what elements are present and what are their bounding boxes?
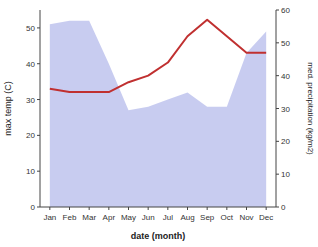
- x-tick-label: Aug: [180, 213, 194, 222]
- y2-tick: [276, 42, 279, 43]
- x-tick: [207, 207, 208, 210]
- y2-tick: [276, 174, 279, 175]
- x-tick-label: Dec: [259, 213, 273, 222]
- x-tick: [266, 207, 267, 210]
- x-tick-label: Feb: [63, 213, 77, 222]
- x-tick: [49, 207, 50, 210]
- y2-tick: [276, 207, 279, 208]
- temperature-line: [50, 20, 266, 92]
- y2-tick: [276, 108, 279, 109]
- y2-tick: [276, 75, 279, 76]
- y2-tick-label: 50: [281, 39, 290, 48]
- x-tick: [246, 207, 247, 210]
- precipitation-area: [50, 21, 266, 207]
- x-tick-label: Sep: [200, 213, 215, 222]
- x-tick-label: Jun: [142, 213, 155, 222]
- x-tick-label: Jul: [163, 213, 173, 222]
- y2-tick-label: 60: [281, 6, 290, 15]
- y-tick: [37, 171, 40, 172]
- y2-tick: [276, 141, 279, 142]
- y2-tick: [276, 10, 279, 11]
- x-axis-title: date (month): [131, 231, 186, 241]
- y-tick: [37, 99, 40, 100]
- y-tick-label: 50: [26, 24, 35, 33]
- y-tick: [37, 207, 40, 208]
- y2-tick-label: 20: [281, 137, 290, 146]
- y-axis-title: max temp (C): [3, 81, 13, 136]
- background: [0, 0, 318, 247]
- y-tick-label: 20: [26, 131, 35, 140]
- y2-tick-label: 30: [281, 105, 290, 114]
- x-tick-label: Oct: [221, 213, 234, 222]
- y-axis-line: [40, 10, 41, 207]
- x-axis-line: [40, 207, 276, 208]
- x-tick: [226, 207, 227, 210]
- x-tick-label: May: [121, 213, 136, 222]
- y-tick: [37, 27, 40, 28]
- y2-tick-label: 0: [281, 203, 286, 212]
- y2-tick-label: 40: [281, 72, 290, 81]
- x-tick-label: Nov: [239, 213, 253, 222]
- y-tick-label: 40: [26, 60, 35, 69]
- y-tick-label: 0: [31, 203, 36, 212]
- plot-area: [50, 20, 266, 207]
- y-tick-label: 10: [26, 167, 35, 176]
- x-tick: [128, 207, 129, 210]
- x-tick: [108, 207, 109, 210]
- y-tick: [37, 135, 40, 136]
- y-tick-label: 30: [26, 96, 35, 105]
- x-tick-label: Mar: [82, 213, 96, 222]
- x-tick: [187, 207, 188, 210]
- y2-axis-title: med. precipitation (kg/m2): [306, 62, 315, 155]
- x-tick-label: Jan: [43, 213, 56, 222]
- x-tick: [148, 207, 149, 210]
- y2-tick-label: 10: [281, 170, 290, 179]
- x-tick-label: Apr: [103, 213, 116, 222]
- x-tick: [167, 207, 168, 210]
- y-tick: [37, 63, 40, 64]
- x-tick: [69, 207, 70, 210]
- x-tick: [89, 207, 90, 210]
- chart: 0 10 20 30 40 50 0 10 20 30 40 50 60 Jan Feb Mar Apr May J…: [0, 0, 318, 247]
